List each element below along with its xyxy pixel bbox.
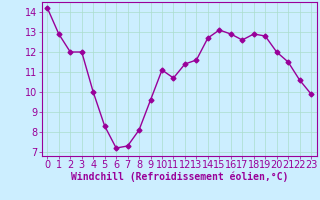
X-axis label: Windchill (Refroidissement éolien,°C): Windchill (Refroidissement éolien,°C) xyxy=(70,172,288,182)
